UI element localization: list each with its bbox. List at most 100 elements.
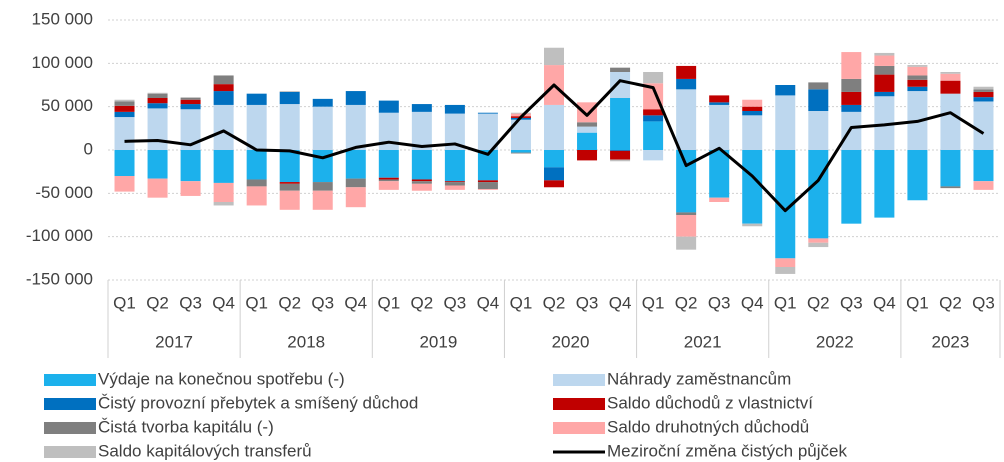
bar-segment <box>610 98 631 150</box>
bar-segment <box>544 150 564 168</box>
bar-segment <box>775 95 796 150</box>
bar-segment <box>610 72 631 98</box>
x-tick-label: Q2 <box>543 293 566 312</box>
legend-swatch <box>44 398 96 410</box>
x-tick-label: Q1 <box>245 293 268 312</box>
y-tick-label: 0 <box>84 139 93 158</box>
legend-swatch <box>44 446 96 458</box>
bar-segment <box>808 82 829 90</box>
bar-segment <box>940 93 961 150</box>
bar-segment <box>444 150 465 182</box>
bar-segment <box>312 98 333 107</box>
bar-segment <box>775 150 796 259</box>
bar-segment <box>709 150 730 198</box>
x-group-label: 2017 <box>155 332 193 351</box>
bar-segment <box>147 92 168 94</box>
bar-segment <box>147 178 168 198</box>
x-tick-label: Q4 <box>477 293 500 312</box>
bar-segment <box>279 91 300 105</box>
bar-segment <box>444 104 465 114</box>
bar-segment <box>477 182 498 189</box>
x-group-label: 2023 <box>932 332 970 351</box>
bar-segment <box>577 150 598 161</box>
bar-segment <box>544 104 564 150</box>
bar-segment <box>114 99 135 102</box>
bar-segment <box>477 112 498 114</box>
bar-segment <box>940 186 961 189</box>
bar-segment <box>577 122 598 127</box>
bar-segment <box>510 119 531 150</box>
bar-segment <box>742 99 763 107</box>
bar-segment <box>114 105 135 112</box>
bar-segment <box>709 95 730 103</box>
bar-segment <box>874 65 895 75</box>
legend-swatch <box>44 422 96 434</box>
bar-segment <box>180 181 201 196</box>
bar-segment <box>544 180 564 188</box>
bar-segment <box>676 150 697 213</box>
bar-segment <box>510 112 531 114</box>
bar-segment <box>874 91 895 97</box>
bar-segment <box>874 55 895 66</box>
bar-segment <box>213 104 234 150</box>
bar-segment <box>180 98 201 100</box>
bar-segment <box>213 84 234 92</box>
bar-segment <box>709 104 730 150</box>
bar-segment <box>378 181 399 190</box>
x-tick-label: Q4 <box>344 293 367 312</box>
bar-segment <box>577 126 598 133</box>
bar-segment <box>279 190 300 210</box>
bar-segment <box>312 106 333 150</box>
bar-segment <box>114 101 135 106</box>
bar-segment <box>510 152 531 154</box>
bar-segment <box>477 113 498 150</box>
bar-segment <box>841 150 862 224</box>
bar-segment <box>775 85 796 96</box>
bar-segment <box>180 99 201 105</box>
bar-segment <box>544 167 564 181</box>
bar-segment <box>874 150 895 218</box>
bar-segment <box>841 52 862 79</box>
bar-segment <box>841 104 862 112</box>
bar-segment <box>874 52 895 56</box>
bar-segment <box>808 238 829 243</box>
x-group-label: 2020 <box>552 332 590 351</box>
bar-segment <box>643 72 664 84</box>
legend-label: Náhrady zaměstnancům <box>607 369 791 388</box>
bar-segment <box>973 91 994 98</box>
bar-segment <box>279 91 300 92</box>
x-tick-label: Q3 <box>576 293 599 312</box>
x-tick-label: Q4 <box>873 293 896 312</box>
bar-segment <box>973 89 994 92</box>
bar-segment <box>808 150 829 239</box>
bar-segment <box>345 91 366 105</box>
bar-segment <box>279 182 300 184</box>
bar-segment <box>907 75 928 80</box>
x-tick-label: Q2 <box>807 293 830 312</box>
bar-segment <box>279 183 300 191</box>
bar-segment <box>643 115 664 122</box>
y-tick-label: 100 000 <box>32 53 93 72</box>
bar-segment <box>180 97 201 98</box>
bar-segment <box>345 187 366 208</box>
bar-segment <box>841 78 862 92</box>
bar-segment <box>477 189 498 190</box>
bar-segment <box>345 104 366 150</box>
bar-segment <box>940 80 961 94</box>
bar-segment <box>973 150 994 182</box>
bar-segment <box>378 112 399 150</box>
x-tick-label: Q3 <box>972 293 995 312</box>
bar-segment <box>973 101 994 150</box>
y-tick-label: 150 000 <box>32 9 93 28</box>
legend-swatch <box>44 374 96 386</box>
x-tick-label: Q3 <box>840 293 863 312</box>
x-tick-label: Q2 <box>411 293 434 312</box>
x-group-label: 2019 <box>419 332 457 351</box>
bar-segment <box>907 79 928 87</box>
bar-segment <box>114 111 135 118</box>
x-tick-label: Q3 <box>708 293 731 312</box>
bar-segment <box>147 150 168 179</box>
bar-segment <box>643 150 664 161</box>
x-tick-label: Q4 <box>609 293 632 312</box>
